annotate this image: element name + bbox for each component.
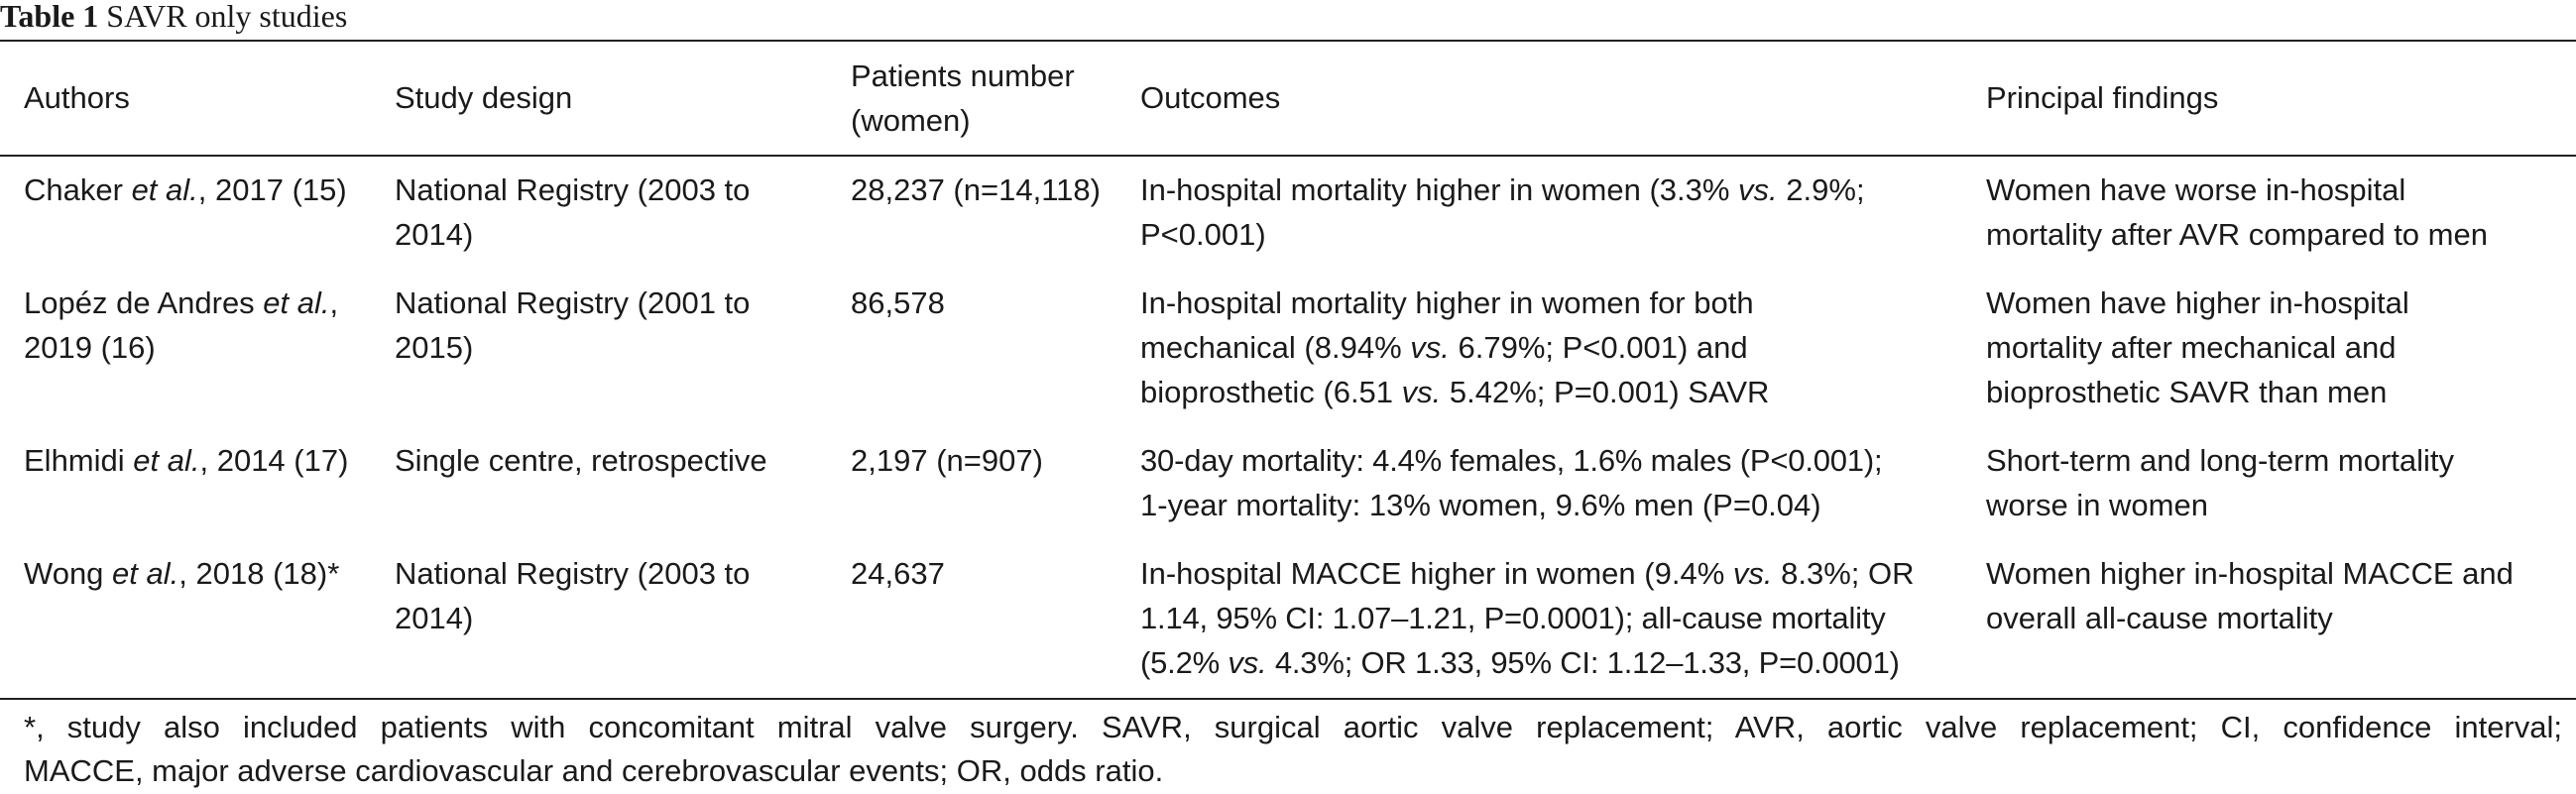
row-3-author-etal: et al. [133, 443, 200, 478]
row-2-outcome-l3-vs: vs. [1401, 375, 1442, 409]
row-2-findings: Women have higher in-hospital mortality … [1986, 281, 2571, 414]
row-2-outcome-l1: In-hospital mortality higher in women fo… [1140, 285, 1754, 320]
row-2-outcome-l2a: mechanical (8.94% [1140, 330, 1411, 365]
row-1-study-design: National Registry (2003 to 2014) [395, 168, 831, 257]
row-1-finding-line2: mortality after AVR compared to men [1986, 217, 2488, 252]
row-2-finding-line1: Women have higher in-hospital [1986, 285, 2409, 320]
row-3-author-suffix: , 2014 (17) [199, 443, 349, 478]
row-1-design-line2: 2014) [395, 217, 474, 252]
row-2-finding-line3: bioprosthetic SAVR than men [1986, 375, 2388, 409]
row-1-authors: Chaker et al., 2017 (15) [24, 168, 391, 212]
table-caption-label: Table 1 [0, 0, 99, 34]
table-bottom-rule [0, 698, 2576, 700]
footnote-line1: *, study also included patients with con… [24, 710, 2562, 744]
table-top-rule [0, 40, 2576, 42]
row-1-finding-line1: Women have worse in-hospital [1986, 172, 2406, 207]
header-patients: Patients number (women) [851, 54, 1148, 143]
row-2-patients: 86,578 [851, 285, 945, 320]
header-study-design: Study design [395, 80, 573, 115]
row-2-author-name: Lopéz de Andres [24, 285, 264, 320]
header-authors: Authors [24, 80, 130, 115]
table-footnote: *, study also included patients with con… [24, 706, 2562, 793]
row-4-finding-line2: overall all-cause mortality [1986, 601, 2333, 635]
row-4-outcome-l3b: 4.3%; OR 1.33, 95% CI: 1.12–1.33, P=0.00… [1266, 645, 1900, 680]
row-3-outcome-l2: 1-year mortality: 13% women, 9.6% men (P… [1140, 488, 1821, 522]
header-outcomes: Outcomes [1140, 80, 1281, 115]
row-2-study-design: National Registry (2001 to 2015) [395, 281, 831, 370]
row-4-finding-line1: Women higher in-hospital MACCE and [1986, 556, 2514, 591]
row-4-outcome-l1b: 8.3%; OR [1772, 556, 1915, 591]
row-1-outcome-vs: vs. [1738, 172, 1778, 207]
row-4-author-suffix: , 2018 (18)* [178, 556, 340, 591]
row-2-author-etal: et al. [263, 285, 330, 320]
row-3-outcome-l1: 30-day mortality: 4.4% females, 1.6% mal… [1140, 443, 1883, 478]
header-patients-line2: (women) [851, 103, 971, 138]
row-3-outcomes: 30-day mortality: 4.4% females, 1.6% mal… [1140, 438, 1983, 527]
row-4-outcome-l3a: (5.2% [1140, 645, 1229, 680]
row-4-author-etal: et al. [112, 556, 179, 591]
row-2-author-line2: 2019 (16) [24, 330, 156, 365]
table-caption: Table 1 SAVR only studies [0, 0, 347, 34]
row-4-patients: 24,637 [851, 556, 945, 591]
row-1-outcome-l1b: 2.9%; [1777, 172, 1865, 207]
row-2-design-line2: 2015) [395, 330, 474, 365]
header-principal-findings: Principal findings [1986, 80, 2219, 115]
row-1-author-etal: et al. [131, 172, 198, 207]
row-4-authors: Wong et al., 2018 (18)* [24, 551, 391, 596]
row-2-outcome-l3a: bioprosthetic (6.51 [1140, 375, 1402, 409]
row-4-design-line1: National Registry (2003 to [395, 556, 751, 591]
table-caption-title: SAVR only studies [106, 0, 348, 34]
row-1-design-line1: National Registry (2003 to [395, 172, 751, 207]
row-2-author-suffix: , [329, 285, 339, 320]
row-3-author-name: Elhmidi [24, 443, 134, 478]
row-2-outcome-l2b: 6.79%; P<0.001) and [1449, 330, 1748, 365]
row-2-authors: Lopéz de Andres et al., 2019 (16) [24, 281, 391, 370]
row-2-outcome-l3b: 5.42%; P=0.001) SAVR [1441, 375, 1770, 409]
row-4-outcome-l3-vs: vs. [1228, 645, 1267, 680]
row-1-patients: 28,237 (n=14,118) [851, 172, 1101, 207]
table-header-rule [0, 155, 2576, 157]
row-4-design-line2: 2014) [395, 601, 474, 635]
row-4-outcome-l1-vs: vs. [1732, 556, 1773, 591]
row-4-study-design: National Registry (2003 to 2014) [395, 551, 831, 640]
row-3-findings: Short-term and long-term mortality worse… [1986, 438, 2571, 527]
row-1-outcomes: In-hospital mortality higher in women (3… [1140, 168, 1983, 257]
row-4-outcome-l2: 1.14, 95% CI: 1.07–1.21, P=0.0001); all-… [1140, 601, 1886, 635]
footnote-line2: MACCE, major adverse cardiovascular and … [24, 753, 1164, 788]
row-3-patients: 2,197 (n=907) [851, 443, 1043, 478]
row-1-findings: Women have worse in-hospital mortality a… [1986, 168, 2571, 257]
row-3-study-design: Single centre, retrospective [395, 438, 831, 483]
header-patients-line1: Patients number [851, 58, 1075, 93]
row-1-outcome-l2: P<0.001) [1140, 217, 1266, 252]
row-4-outcomes: In-hospital MACCE higher in women (9.4% … [1140, 551, 1983, 685]
row-3-finding-line2: worse in women [1986, 488, 2208, 522]
row-3-design-line1: Single centre, retrospective [395, 443, 767, 478]
row-2-design-line1: National Registry (2001 to [395, 285, 751, 320]
row-1-author-suffix: , 2017 (15) [197, 172, 347, 207]
row-1-author-name: Chaker [24, 172, 123, 207]
row-1-outcome-l1a: In-hospital mortality higher in women (3… [1140, 172, 1739, 207]
row-2-outcomes: In-hospital mortality higher in women fo… [1140, 281, 1983, 414]
row-3-authors: Elhmidi et al., 2014 (17) [24, 438, 391, 483]
row-4-author-name: Wong [24, 556, 113, 591]
row-4-findings: Women higher in-hospital MACCE and overa… [1986, 551, 2571, 640]
row-2-outcome-l2-vs: vs. [1410, 330, 1450, 365]
row-2-finding-line2: mortality after mechanical and [1986, 330, 2397, 365]
row-3-finding-line1: Short-term and long-term mortality [1986, 443, 2455, 478]
row-4-outcome-l1a: In-hospital MACCE higher in women (9.4% [1140, 556, 1733, 591]
